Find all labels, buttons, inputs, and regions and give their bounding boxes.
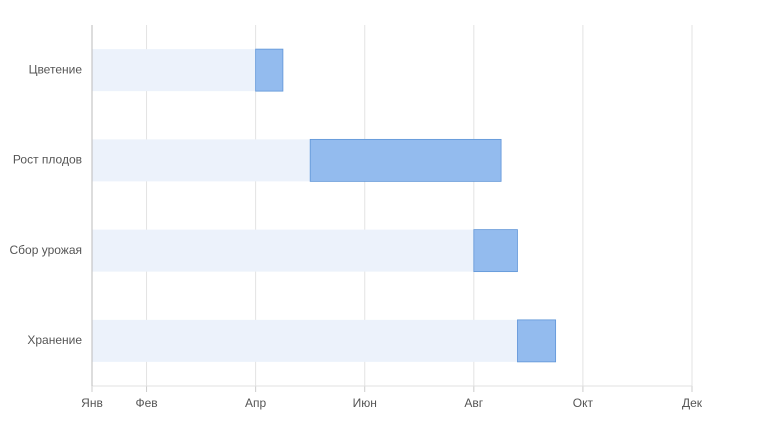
- y-tick-label: Сбор урожая: [10, 243, 83, 257]
- bar: [309, 138, 502, 182]
- bar: [517, 319, 557, 363]
- x-tick-label: Фев: [135, 396, 157, 410]
- x-tick-label: Янв: [81, 396, 103, 410]
- bar: [473, 229, 518, 273]
- bar: [92, 319, 518, 362]
- x-tick-label: Апр: [245, 396, 267, 410]
- bar: [255, 48, 284, 92]
- bar: [92, 139, 311, 182]
- x-tick-label: Окт: [573, 396, 594, 410]
- bar: [92, 49, 256, 92]
- bar: [92, 229, 474, 272]
- x-tick-label: Июн: [353, 396, 377, 410]
- y-tick-label: Хранение: [27, 333, 82, 347]
- x-tick-label: Дек: [682, 396, 703, 410]
- y-tick-label: Рост плодов: [13, 153, 82, 167]
- x-tick-label: Авг: [464, 396, 483, 410]
- y-tick-label: Цветение: [29, 62, 83, 76]
